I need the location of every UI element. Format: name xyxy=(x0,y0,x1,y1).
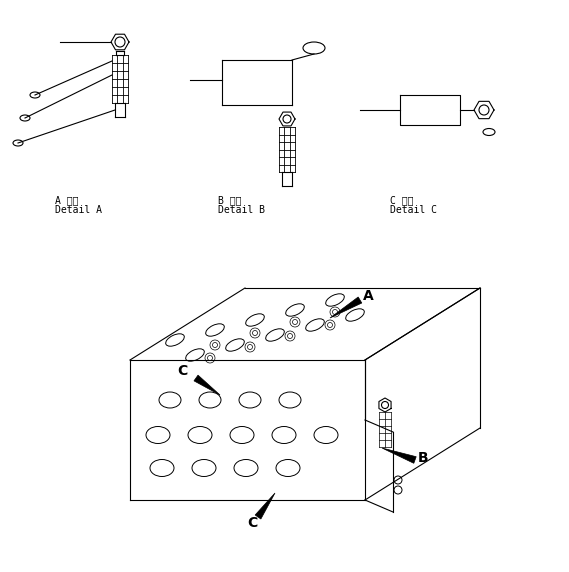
Text: C: C xyxy=(177,364,187,378)
Text: Detail C: Detail C xyxy=(390,205,437,215)
Polygon shape xyxy=(255,493,275,519)
Polygon shape xyxy=(194,375,220,395)
Polygon shape xyxy=(382,448,416,463)
Text: B: B xyxy=(418,451,428,465)
Text: Detail A: Detail A xyxy=(55,205,102,215)
Text: C 詳細: C 詳細 xyxy=(390,195,414,205)
Polygon shape xyxy=(330,297,362,318)
Text: A 詳細: A 詳細 xyxy=(55,195,79,205)
Text: A: A xyxy=(363,289,374,303)
Text: Detail B: Detail B xyxy=(218,205,265,215)
Text: C: C xyxy=(247,516,257,530)
Text: B 詳細: B 詳細 xyxy=(218,195,241,205)
